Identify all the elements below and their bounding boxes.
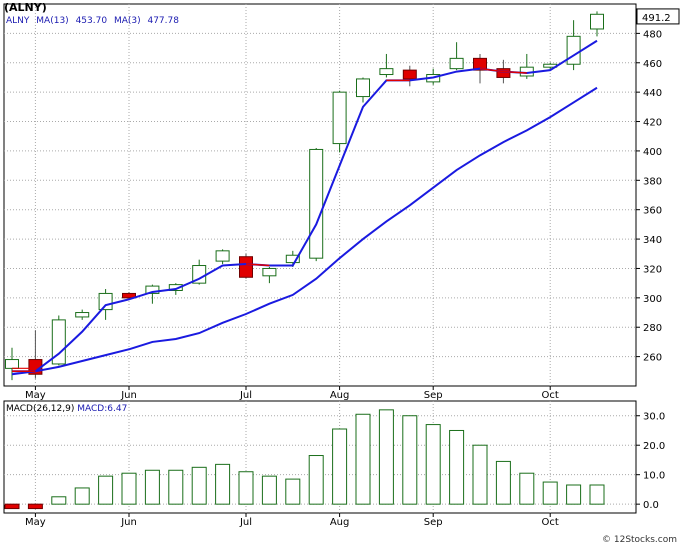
macd-bar bbox=[238, 471, 254, 505]
candle-down bbox=[496, 68, 511, 78]
macd-tick-label: 0.0 bbox=[643, 500, 659, 511]
macd-bar bbox=[261, 475, 277, 505]
price-tick-label: 300 bbox=[643, 294, 662, 305]
macd-bar bbox=[308, 455, 324, 505]
macd-panel-frame bbox=[3, 400, 637, 514]
candle-up bbox=[332, 91, 347, 145]
price-legend: ALNY MA(13) 453.70 MA(3) 477.78 bbox=[6, 16, 183, 26]
candle-up bbox=[98, 292, 113, 311]
macd-bar-negative bbox=[27, 503, 43, 510]
candle-up bbox=[590, 13, 604, 30]
price-tick-label: 460 bbox=[643, 59, 662, 70]
macd-bar bbox=[332, 428, 348, 505]
macd-tick-label: 20.0 bbox=[643, 441, 665, 452]
month-label: Jun bbox=[120, 517, 137, 528]
month-label: Jul bbox=[239, 517, 252, 528]
macd-bar bbox=[542, 481, 558, 505]
macd-tick-label: 30.0 bbox=[643, 412, 665, 423]
price-tick-label: 420 bbox=[643, 118, 662, 129]
month-label: Jun bbox=[120, 390, 137, 401]
month-label: Sep bbox=[424, 517, 443, 528]
macd-legend: MACD(26,12,9) MACD:6.47 bbox=[6, 404, 127, 414]
macd-bar bbox=[215, 463, 231, 505]
candle-down bbox=[473, 57, 487, 71]
ticker-title: (ALNY) bbox=[4, 1, 47, 14]
macd-bar bbox=[355, 413, 371, 505]
last-price-label: 491.2 bbox=[642, 13, 671, 24]
month-label: Aug bbox=[330, 517, 350, 528]
macd-bar bbox=[566, 484, 582, 505]
legend-ma3-label: MA(3) bbox=[113, 16, 141, 26]
macd-label: MACD: bbox=[77, 404, 108, 414]
candle-up bbox=[145, 285, 160, 294]
macd-bar bbox=[168, 469, 184, 505]
ma3-line bbox=[12, 39, 598, 373]
ma3-down-segment bbox=[245, 263, 270, 267]
legend-ma13-label: MA(13) bbox=[36, 16, 69, 26]
macd-bar bbox=[74, 487, 90, 505]
price-tick-label: 480 bbox=[643, 29, 662, 40]
month-label: May bbox=[25, 517, 46, 528]
candle-up bbox=[215, 250, 230, 262]
price-tick-label: 340 bbox=[643, 235, 662, 246]
macd-bar bbox=[191, 466, 207, 505]
price-panel-frame bbox=[3, 3, 637, 387]
month-label: Sep bbox=[424, 390, 443, 401]
candle-up bbox=[566, 35, 581, 65]
legend-ma3-value: 477.78 bbox=[147, 16, 179, 26]
price-tick-label: 440 bbox=[643, 88, 662, 99]
price-tick-label: 400 bbox=[643, 147, 662, 158]
macd-bar bbox=[519, 472, 535, 505]
macd-bar bbox=[144, 469, 160, 505]
price-tick-label: 280 bbox=[643, 323, 662, 334]
month-label: Oct bbox=[542, 517, 559, 528]
macd-bar bbox=[449, 429, 465, 505]
candle-up bbox=[51, 319, 66, 365]
macd-bar bbox=[472, 444, 488, 505]
price-tick-label: 260 bbox=[643, 353, 662, 364]
macd-bar bbox=[378, 409, 394, 505]
candle-down bbox=[122, 292, 136, 299]
candle-up bbox=[168, 284, 183, 292]
macd-bar bbox=[98, 475, 114, 505]
macd-bar-negative bbox=[4, 503, 20, 510]
candle-down bbox=[239, 256, 253, 278]
ma13-line bbox=[11, 86, 598, 376]
macd-tick-label: 10.0 bbox=[643, 471, 665, 482]
macd-bar bbox=[425, 424, 441, 505]
last-price-box bbox=[636, 8, 680, 25]
candle-up bbox=[379, 68, 394, 76]
macd-value: 6.47 bbox=[107, 404, 128, 414]
legend-ticker: ALNY bbox=[6, 16, 30, 26]
month-label: May bbox=[25, 390, 46, 401]
macd-bar bbox=[402, 415, 418, 505]
credit-text: © 12Stocks.com bbox=[602, 535, 677, 545]
macd-bar bbox=[285, 478, 301, 505]
candle-up bbox=[262, 267, 277, 277]
macd-bar bbox=[495, 460, 511, 505]
ma3-down-segment bbox=[479, 67, 504, 73]
candle-up bbox=[449, 57, 464, 70]
price-tick-label: 380 bbox=[643, 176, 662, 187]
legend-ma13-value: 453.70 bbox=[75, 16, 108, 26]
candle-up bbox=[5, 359, 19, 369]
ma3-down-segment bbox=[503, 70, 527, 74]
macd-params: MACD(26,12,9) bbox=[6, 404, 75, 414]
month-label: Jul bbox=[239, 390, 252, 401]
candle-up bbox=[285, 254, 300, 264]
candle-up bbox=[356, 78, 370, 98]
candle-up bbox=[75, 312, 90, 318]
macd-bar bbox=[51, 496, 67, 505]
price-tick-label: 320 bbox=[643, 264, 662, 275]
macd-bar bbox=[121, 472, 137, 505]
month-label: Aug bbox=[330, 390, 350, 401]
candle-down bbox=[402, 69, 417, 80]
macd-bar bbox=[589, 484, 605, 505]
month-label: Oct bbox=[542, 390, 559, 401]
candle-up bbox=[309, 148, 324, 259]
price-tick-label: 360 bbox=[643, 206, 662, 217]
